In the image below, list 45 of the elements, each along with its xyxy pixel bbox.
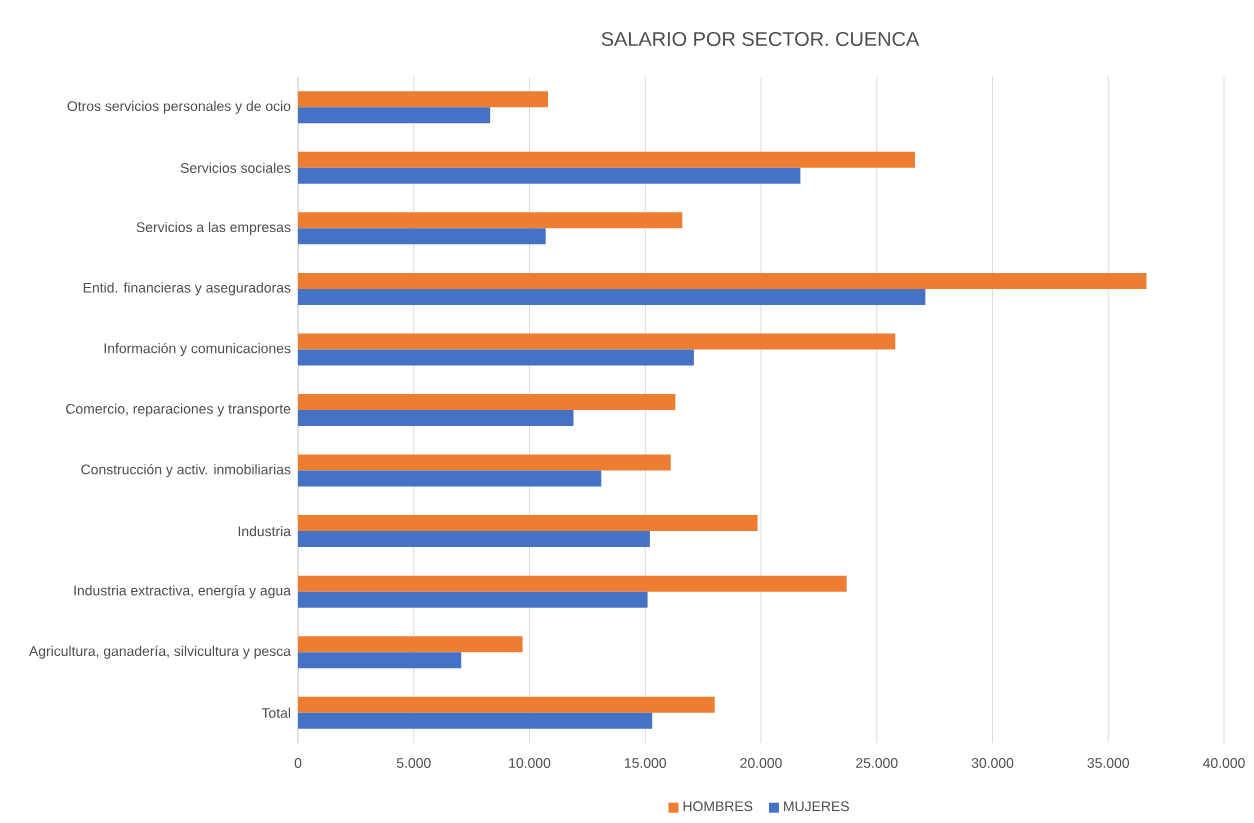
x-tick-label: 30.000 bbox=[971, 758, 1014, 768]
x-tick-label: 25.000 bbox=[856, 758, 898, 768]
bar bbox=[298, 272, 1147, 289]
bar bbox=[298, 712, 653, 729]
y-tick-label: Información y comunicaciones bbox=[104, 342, 291, 357]
legend-label: MUJERES bbox=[784, 801, 849, 812]
legend-label: HOMBRES bbox=[683, 801, 753, 812]
y-tick-label: Industria bbox=[238, 525, 291, 537]
y-tick-label: Otros servicios personales y de ocio bbox=[67, 100, 291, 114]
y-tick-label: Entid. financieras y aseguradoras bbox=[83, 282, 291, 296]
bar bbox=[298, 470, 602, 487]
bar bbox=[298, 394, 676, 411]
bar bbox=[298, 107, 491, 124]
bar bbox=[298, 228, 546, 245]
x-tick-label: 35.000 bbox=[1087, 758, 1130, 768]
bar bbox=[298, 454, 671, 471]
bar bbox=[298, 349, 694, 366]
x-tick-label: 0 bbox=[294, 758, 302, 768]
y-tick-label: Comercio, reparaciones y transporte bbox=[66, 403, 291, 417]
y-tick-label: Agricultura, ganadería, silvicultura y pesca bbox=[28, 645, 291, 659]
bar bbox=[298, 696, 715, 713]
bar bbox=[298, 212, 683, 229]
bar bbox=[298, 515, 758, 532]
bar bbox=[298, 591, 648, 608]
bar bbox=[298, 288, 926, 305]
bar bbox=[298, 333, 896, 350]
y-tick-label: Servicios sociales bbox=[180, 162, 291, 173]
y-tick-label: Servicios a las empresas bbox=[136, 221, 291, 235]
y-tick-label: Industria extractiva, energía y agua bbox=[74, 585, 291, 599]
bar bbox=[298, 91, 549, 108]
x-tick-label: 20.000 bbox=[740, 758, 782, 768]
x-tick-label: 15.000 bbox=[624, 758, 667, 768]
y-tick-label: Total bbox=[261, 707, 291, 718]
x-tick-label: 5.000 bbox=[396, 758, 431, 768]
bar bbox=[298, 167, 801, 184]
bar bbox=[298, 531, 650, 548]
bar bbox=[298, 151, 915, 168]
bar bbox=[298, 636, 523, 653]
chart-title: SALARIO POR SECTOR. CUENCA bbox=[601, 31, 920, 47]
x-tick-label: 40.000 bbox=[1203, 758, 1245, 768]
bar bbox=[298, 652, 462, 669]
y-tick-label: Construcción y activ. inmobiliarias bbox=[81, 463, 291, 478]
bar bbox=[298, 575, 847, 592]
bar bbox=[298, 410, 574, 427]
x-tick-label: 10.000 bbox=[509, 758, 551, 768]
